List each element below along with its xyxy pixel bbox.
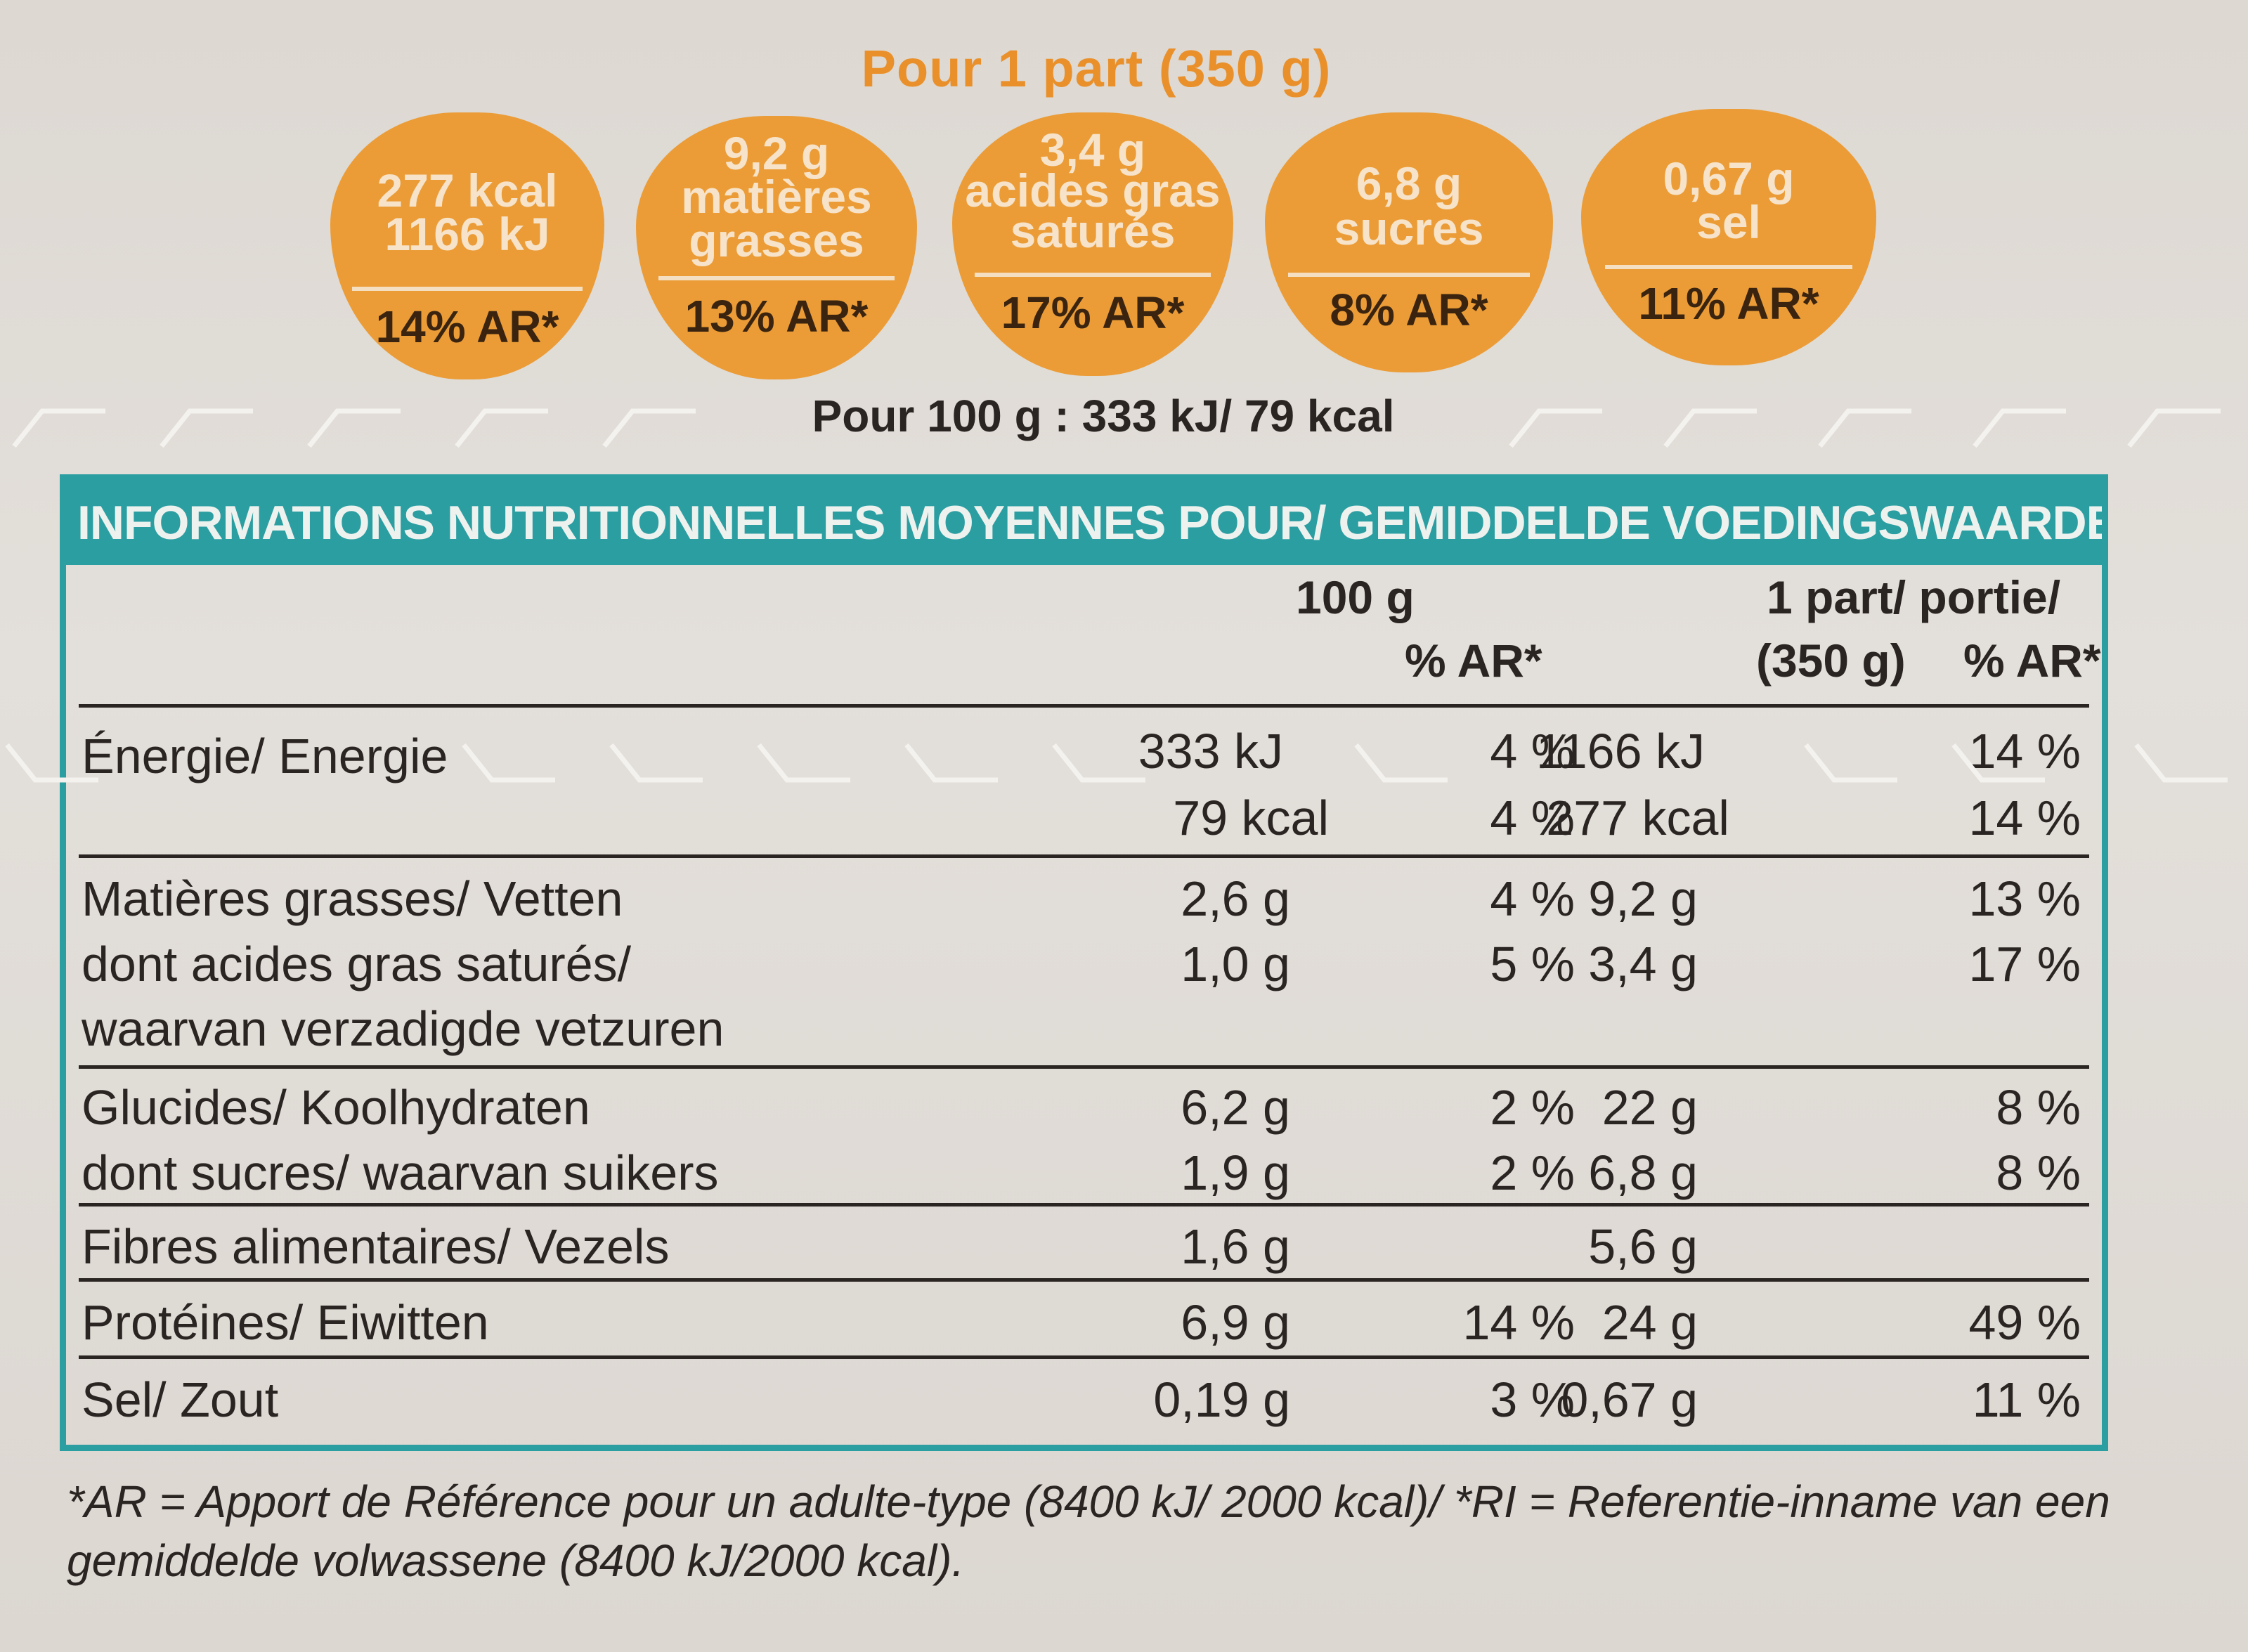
cell-100g: 79 kcal (1173, 791, 1329, 845)
row-divider (79, 1278, 2089, 1282)
row-divider (79, 1203, 2089, 1207)
row-divider (79, 704, 2089, 708)
cell-part: 277 kcal (1546, 791, 1729, 845)
cell-100g: 1,9 g (1181, 1145, 1290, 1200)
col-part: 1 part/ portie/ (1767, 571, 2061, 623)
nutrient-badges: 277 kcal 1166 kJ 14% AR* 9,2 g matières … (0, 0, 2248, 394)
cell-ar-part: 8 % (1996, 1145, 2081, 1200)
col-ar-part: % AR* (1963, 635, 2101, 687)
cell-100g: 6,2 g (1181, 1080, 1290, 1135)
badge-fat-ar: 13% AR* (684, 291, 869, 342)
col-ar-100g: % AR* (1405, 635, 1542, 687)
footnote-line-2: gemiddelde volwassene (8400 kJ/2000 kcal… (67, 1535, 965, 1586)
cell-part: 5,6 g (1588, 1219, 1698, 1274)
row-label: Glucides/ Koolhydraten (82, 1080, 590, 1135)
badge-saturates-ar: 17% AR* (1001, 287, 1185, 338)
cell-100g: 1,0 g (1181, 937, 1290, 991)
badge-sugars-label: sucres (1334, 202, 1484, 254)
cell-ar-100g: 3 % (1490, 1372, 1575, 1427)
badge-energy-ar: 14% AR* (375, 301, 559, 352)
cell-ar-part: 49 % (1968, 1295, 2081, 1350)
per-100g-summary: Pour 100 g : 333 kJ/ 79 kcal (812, 391, 1395, 441)
badge-saturates-label1: acides gras (965, 164, 1221, 216)
cell-ar-100g: 5 % (1490, 937, 1575, 991)
cell-ar-part: 17 % (1968, 937, 2081, 991)
row-label: dont acides gras saturés/ (82, 937, 632, 991)
cell-100g: 333 kJ (1138, 724, 1283, 779)
row-label: dont sucres/ waarvan suikers (82, 1145, 719, 1200)
badge-divider (352, 287, 583, 291)
row-label: Énergie/ Energie (82, 729, 448, 783)
cell-ar-100g: 2 % (1490, 1145, 1575, 1200)
cell-ar-part: 14 % (1968, 724, 2081, 779)
cell-part: 9,2 g (1588, 871, 1698, 926)
badge-salt: 0,67 g sel 11% AR* (1581, 109, 1876, 365)
row-divider (79, 1355, 2089, 1359)
cell-part: 6,8 g (1588, 1145, 1698, 1200)
row-label: Sel/ Zout (82, 1372, 279, 1427)
badge-sugars-value: 6,8 g (1356, 157, 1462, 209)
badge-saturates-label2: saturés (1010, 205, 1176, 257)
cell-ar-100g: 4 % (1490, 871, 1575, 926)
cell-ar-part: 8 % (1996, 1080, 2081, 1135)
badge-fat-label2: grasses (689, 214, 864, 266)
badge-fat-value: 9,2 g (723, 127, 830, 179)
col-part-weight: (350 g) (1756, 635, 1906, 687)
row-divider (79, 854, 2089, 858)
cell-ar-100g: 4 % (1490, 791, 1575, 845)
cell-100g: 0,19 g (1153, 1372, 1290, 1427)
cell-ar-100g: 4 % (1490, 724, 1575, 779)
cell-ar-part: 11 % (1972, 1372, 2081, 1427)
cell-ar-part: 14 % (1968, 791, 2081, 845)
badge-energy: 277 kcal 1166 kJ 14% AR* (330, 112, 604, 379)
cell-part: 1166 kJ (1536, 724, 1705, 779)
cell-100g: 2,6 g (1181, 871, 1290, 926)
cell-ar-100g: 2 % (1490, 1080, 1575, 1135)
badge-energy-kcal: 277 kcal (377, 164, 558, 216)
col-100g: 100 g (1296, 571, 1415, 623)
badge-sugars: 6,8 g sucres 8% AR* (1265, 112, 1553, 372)
row-label: Protéines/ Eiwitten (82, 1295, 489, 1350)
badge-energy-kj: 1166 kJ (384, 208, 550, 260)
cell-part: 24 g (1601, 1295, 1698, 1350)
cell-100g: 1,6 g (1181, 1219, 1290, 1274)
cell-ar-part: 13 % (1968, 871, 2081, 926)
badge-sugars-ar: 8% AR* (1330, 285, 1488, 335)
row-divider (79, 1065, 2089, 1069)
badge-saturates-value: 3,4 g (1039, 124, 1146, 176)
table-header: INFORMATIONS NUTRITIONNELLES MOYENNES PO… (66, 481, 2102, 565)
cell-part: 22 g (1601, 1080, 1698, 1135)
badge-divider (975, 273, 1211, 277)
badge-salt-ar: 11% AR* (1638, 278, 1819, 329)
badge-fat-label1: matières (681, 171, 872, 223)
badge-salt-value: 0,67 g (1663, 152, 1795, 204)
badge-divider (1287, 273, 1531, 277)
badge-fat: 9,2 g matières grasses 13% AR* (636, 116, 917, 379)
portion-title: Pour 1 part (350 g) (861, 39, 1332, 98)
footnote-line-1: *AR = Apport de Référence pour un adulte… (67, 1476, 2110, 1527)
row-label: Matières grasses/ Vetten (82, 871, 623, 926)
cell-part: 0,67 g (1561, 1372, 1698, 1427)
badge-divider (1604, 265, 1853, 269)
nutrition-table: INFORMATIONS NUTRITIONNELLES MOYENNES PO… (60, 474, 2108, 1451)
badge-divider (658, 276, 895, 280)
reference-intake-footnote: *AR = Apport de Référence pour un adulte… (67, 1472, 2147, 1590)
cell-part: 3,4 g (1588, 937, 1698, 991)
badge-saturates: 3,4 g acides gras saturés 17% AR* (952, 112, 1233, 376)
row-label: waarvan verzadigde vetzuren (82, 1001, 725, 1056)
cell-100g: 6,9 g (1181, 1295, 1290, 1350)
badge-salt-label: sel (1696, 196, 1761, 248)
cell-ar-100g: 14 % (1462, 1295, 1575, 1350)
row-label: Fibres alimentaires/ Vezels (82, 1219, 670, 1274)
